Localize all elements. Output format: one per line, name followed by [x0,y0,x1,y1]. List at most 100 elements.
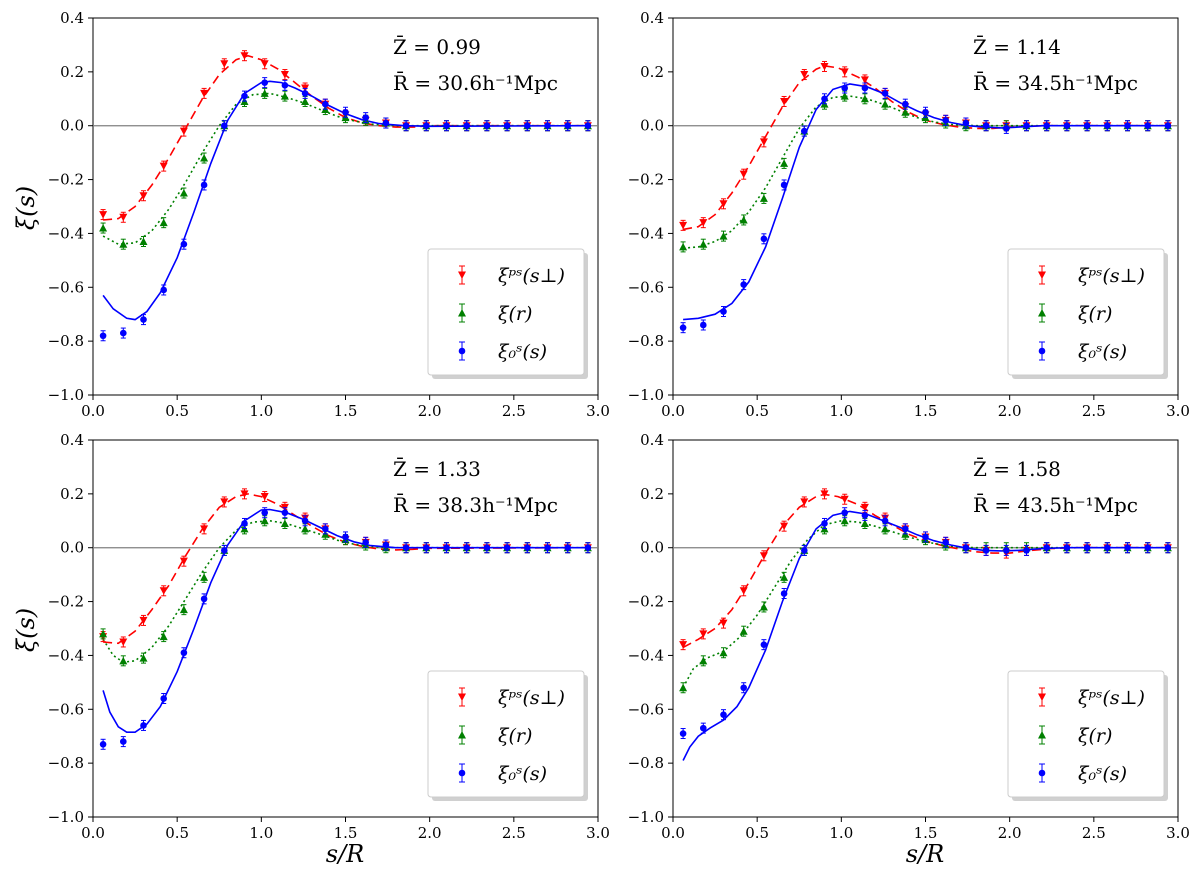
panels: 0.0 0.5 1.0 1.5 2.0 2.5 3.0 −1.0 −0.8 −0.6 −0.4 −0.… [48,9,1190,842]
data-point [840,68,849,76]
data-point [159,218,168,227]
data-point [139,654,148,662]
data-point [759,602,768,611]
y-tick-label: −0.6 [628,278,664,296]
data-point [140,722,147,729]
y-tick-label: 0.0 [640,117,664,135]
data-point [584,544,592,552]
data-point [322,525,329,533]
data-point [881,90,889,97]
data-point [719,232,728,240]
data-point [423,544,430,552]
data-point [679,641,688,649]
data-point [180,649,188,657]
legend: ξᵖˢ(s⊥) ξ(r) ξ₀ˢ(s) [427,248,588,379]
legend-marker [458,309,466,317]
data-point [841,84,848,92]
x-tick-label: 1.5 [914,402,938,420]
data-point [962,544,970,552]
legend-marker [1038,769,1046,777]
data-point [801,127,808,135]
data-point [119,213,128,222]
legend-box [427,670,585,798]
x-tick-label: 0.0 [661,824,685,842]
data-point [881,524,890,533]
legend-label: ξ(r) [498,725,532,747]
y-tick-label: −0.4 [628,646,664,664]
data-point [1023,122,1030,130]
data-point [159,162,168,171]
x-tick-label: 0.5 [165,402,189,420]
x-tick-label: 2.5 [1082,402,1106,420]
legend-label: ξ₀ˢ(s) [498,763,547,785]
data-point [699,630,708,638]
data-point [861,84,869,92]
data-point [1023,547,1030,554]
data-point [699,219,708,227]
data-point [700,321,707,329]
data-point [1144,122,1151,130]
data-point [739,587,748,595]
data-point [1104,122,1111,130]
data-point [322,100,329,108]
data-point [739,215,748,224]
legend-label: ξᵖˢ(s⊥) [1078,265,1145,287]
data-point [780,97,789,106]
legend: ξᵖˢ(s⊥) ξ(r) ξ₀ˢ(s) [427,670,588,801]
data-point [200,525,209,533]
x-tick-label: 3.0 [586,824,610,842]
data-point [503,544,511,552]
data-point [982,122,990,130]
y-tick-label: −0.8 [48,332,84,350]
legend-label: ξ(r) [498,303,532,325]
data-point [179,127,188,136]
data-point [483,122,491,130]
data-point [281,82,289,89]
data-point [679,242,688,251]
data-point [99,629,108,638]
data-point [544,122,551,130]
data-point [120,329,127,337]
data-point [760,235,768,243]
data-point [780,181,788,189]
data-point [800,71,809,79]
data-point [719,619,728,628]
panel-top-right: 0.0 0.5 1.0 1.5 2.0 2.5 3.0 −1.0 −0.8 −0.6 −0.4 −0.… [628,9,1190,420]
y-tick-label: −0.2 [628,171,664,189]
data-point [821,520,828,527]
panel-bottom-left: 0.0 0.5 1.0 1.5 2.0 2.5 3.0 −1.0 −0.8 −0.6 −0.4 −0.… [48,431,610,842]
data-point [524,122,531,130]
data-point [739,170,748,179]
data-point [942,539,949,546]
x-tick-label: 0.0 [81,824,105,842]
data-point [200,573,209,581]
data-point [241,520,248,527]
data-point [99,224,108,232]
data-point [200,154,209,162]
legend-label: ξ₀ˢ(s) [498,341,547,363]
data-point [1063,544,1071,552]
data-point [99,332,107,340]
legend-label: ξᵖˢ(s⊥) [498,687,565,709]
legend-box [427,248,585,376]
data-point [120,738,127,745]
data-point [699,656,708,665]
redshift-annotation: Z̄ = 1.58 [973,456,1061,481]
data-point [301,524,310,533]
data-point [740,281,747,288]
data-point [280,519,289,527]
y-tick-label: −0.8 [628,332,664,350]
data-point [780,159,789,167]
data-point [719,648,728,657]
data-point [280,92,289,100]
data-point [463,544,471,552]
data-point [564,122,571,130]
data-point [719,200,728,208]
y-tick-label: 0.0 [640,539,664,557]
data-point [240,52,249,60]
data-point [962,119,970,127]
data-point [740,684,747,692]
y-tick-label: 0.2 [640,485,664,503]
data-point [240,490,249,498]
data-point [362,539,370,546]
